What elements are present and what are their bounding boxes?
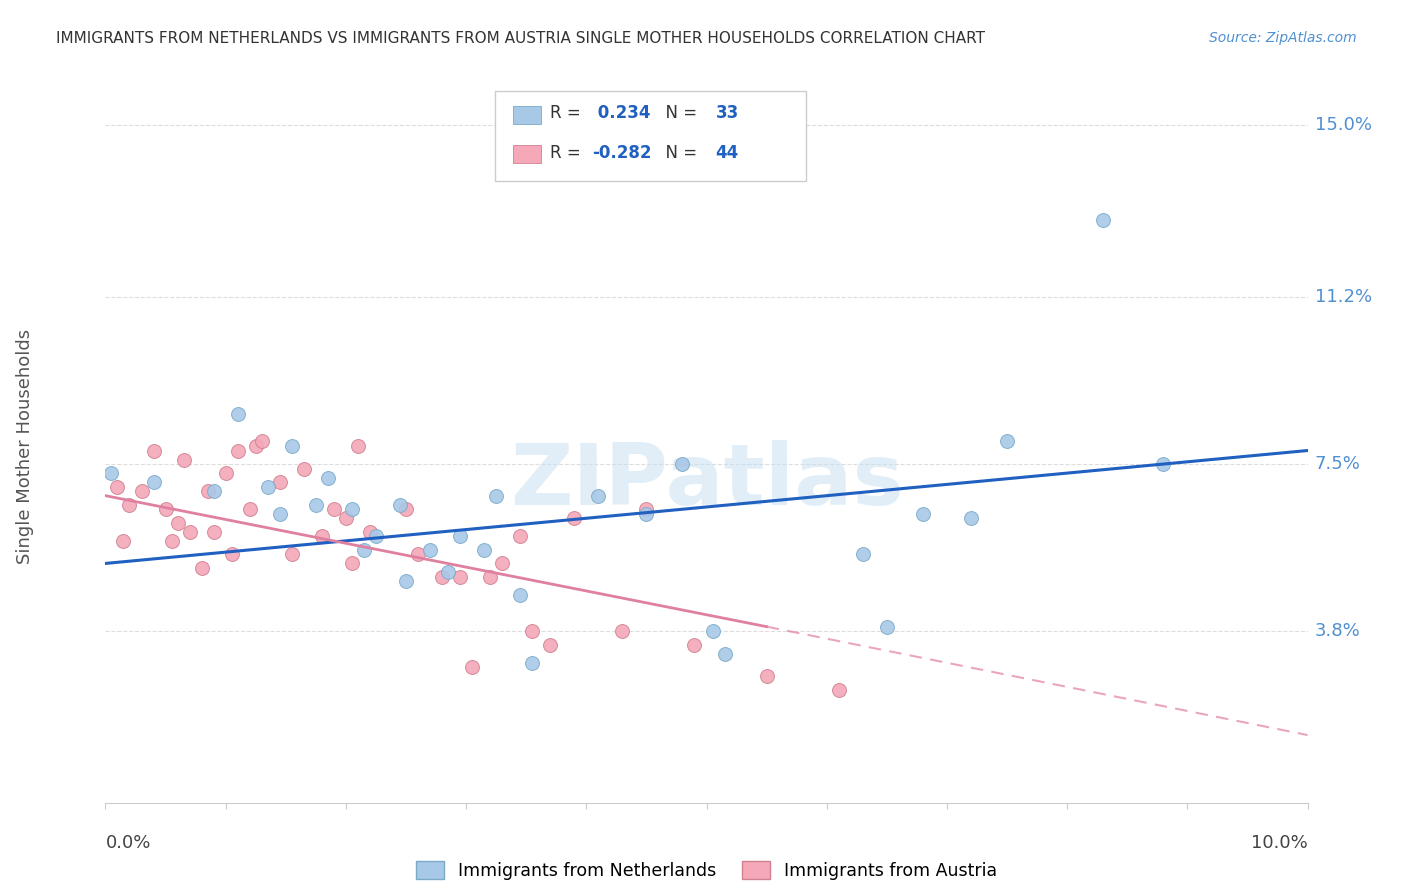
Point (131, 484, 153, 499)
Point (214, 466, 236, 480)
Point (316, 470, 339, 484)
Text: N =: N = (655, 144, 703, 161)
Point (160, 533, 183, 548)
Text: Single Mother Households: Single Mother Households (17, 328, 34, 564)
Point (118, 498, 141, 512)
Point (612, 624, 634, 639)
Point (449, 570, 471, 584)
Point (472, 542, 495, 557)
Point (340, 557, 363, 571)
Point (155, 502, 177, 516)
Point (269, 507, 291, 521)
Text: ZIPatlas: ZIPatlas (509, 440, 904, 524)
Text: 0.0%: 0.0% (105, 834, 150, 852)
Point (485, 489, 508, 503)
Point (852, 548, 875, 562)
Point (226, 443, 249, 458)
Point (100, 466, 122, 480)
Point (292, 461, 315, 475)
Point (419, 542, 441, 557)
Point (755, 669, 778, 683)
Point (305, 498, 328, 512)
Point (828, 682, 851, 697)
Point (173, 452, 195, 467)
Point (636, 507, 658, 521)
Point (509, 588, 531, 602)
Point (1152, 457, 1174, 471)
Point (562, 511, 585, 525)
Point (250, 434, 273, 449)
Point (430, 570, 453, 584)
Point (197, 484, 219, 499)
Point (395, 502, 418, 516)
Point (522, 656, 544, 670)
Point (683, 638, 706, 652)
Point (359, 524, 381, 539)
Point (713, 647, 735, 661)
Point (449, 529, 471, 543)
Text: 44: 44 (716, 144, 740, 161)
Point (179, 524, 201, 539)
Point (538, 638, 561, 652)
Point (671, 457, 693, 471)
Point (269, 475, 291, 490)
Point (491, 557, 513, 571)
Point (166, 516, 188, 530)
Point (364, 529, 387, 543)
Legend: Immigrants from Netherlands, Immigrants from Austria: Immigrants from Netherlands, Immigrants … (409, 855, 1004, 887)
Point (479, 570, 502, 584)
Point (353, 542, 375, 557)
Text: 0.234: 0.234 (592, 104, 651, 122)
Point (461, 660, 484, 674)
Point (221, 548, 243, 562)
Point (281, 439, 304, 453)
Point (226, 408, 249, 422)
Point (112, 533, 135, 548)
Point (1092, 213, 1115, 227)
Point (960, 511, 983, 525)
Point (509, 529, 531, 543)
Point (202, 484, 225, 499)
Point (437, 566, 460, 580)
Text: 11.2%: 11.2% (1315, 288, 1372, 306)
Point (142, 475, 165, 490)
Point (245, 439, 267, 453)
Point (522, 624, 544, 639)
Point (107, 480, 129, 494)
Point (311, 529, 333, 543)
Point (347, 439, 370, 453)
Point (142, 443, 165, 458)
Point (281, 548, 304, 562)
Point (388, 498, 411, 512)
Point (876, 620, 898, 634)
Point (406, 548, 429, 562)
Text: 33: 33 (716, 104, 740, 122)
Point (395, 574, 418, 589)
Point (335, 511, 357, 525)
Point (202, 524, 225, 539)
Point (995, 434, 1018, 449)
Point (702, 624, 724, 639)
Text: 10.0%: 10.0% (1251, 834, 1308, 852)
Text: 7.5%: 7.5% (1315, 455, 1361, 473)
Point (636, 502, 658, 516)
Text: 3.8%: 3.8% (1315, 623, 1361, 640)
Point (340, 502, 363, 516)
Point (239, 502, 262, 516)
Point (911, 507, 934, 521)
Text: Source: ZipAtlas.com: Source: ZipAtlas.com (1209, 31, 1357, 45)
Point (588, 489, 610, 503)
Point (322, 502, 344, 516)
Text: R =: R = (550, 104, 586, 122)
Text: -0.282: -0.282 (592, 144, 651, 161)
Text: 15.0%: 15.0% (1315, 116, 1372, 135)
Text: N =: N = (655, 104, 703, 122)
Text: IMMIGRANTS FROM NETHERLANDS VS IMMIGRANTS FROM AUSTRIA SINGLE MOTHER HOUSEHOLDS : IMMIGRANTS FROM NETHERLANDS VS IMMIGRANT… (56, 31, 986, 46)
Point (256, 480, 278, 494)
Text: R =: R = (550, 144, 586, 161)
Point (190, 561, 212, 575)
